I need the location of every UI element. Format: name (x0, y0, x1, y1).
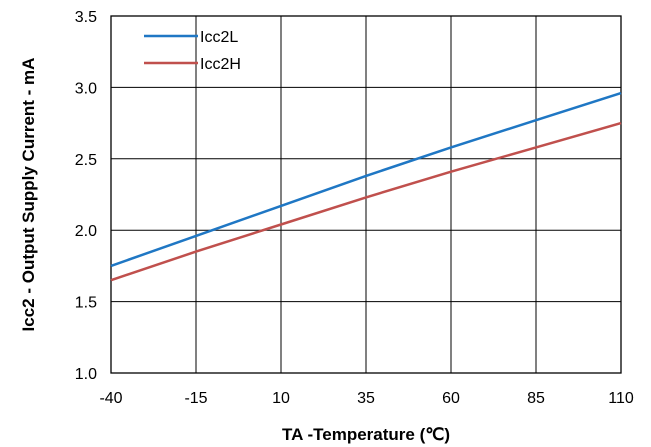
plot-frame (110, 15, 622, 374)
x-tick-labels: -40 -15 10 35 60 85 110 (99, 390, 633, 407)
series-line-icc2l (110, 91, 622, 268)
x-tick-label: 35 (357, 390, 375, 407)
y-tick-label: 3.0 (75, 80, 97, 97)
x-tick-label: 60 (442, 390, 460, 407)
x-tick-label: -40 (99, 390, 122, 407)
y-tick-label: 2.0 (75, 223, 97, 240)
x-tick-label: 10 (272, 390, 290, 407)
series-line-icc2h (110, 121, 622, 282)
x-tick-label: 85 (527, 390, 545, 407)
legend-label-icc2h: Icc2H (200, 56, 241, 73)
grid-lines (110, 15, 622, 374)
y-tick-label: 3.5 (75, 9, 97, 26)
x-axis-label: TA -Temperature (℃) (282, 425, 450, 444)
y-axis-label: Icc2 - Output Supply Current - mA (19, 58, 38, 332)
y-tick-label: 2.5 (75, 152, 97, 169)
series-lines (110, 91, 622, 282)
y-tick-labels: 1.0 1.5 2.0 2.5 3.0 3.5 (75, 9, 97, 383)
y-tick-label: 1.0 (75, 366, 97, 383)
legend-label-icc2l: Icc2L (200, 29, 238, 46)
x-tick-label: -15 (184, 390, 207, 407)
x-tick-label: 110 (608, 390, 634, 407)
legend: Icc2L Icc2H (144, 29, 241, 73)
y-tick-label: 1.5 (75, 295, 97, 312)
